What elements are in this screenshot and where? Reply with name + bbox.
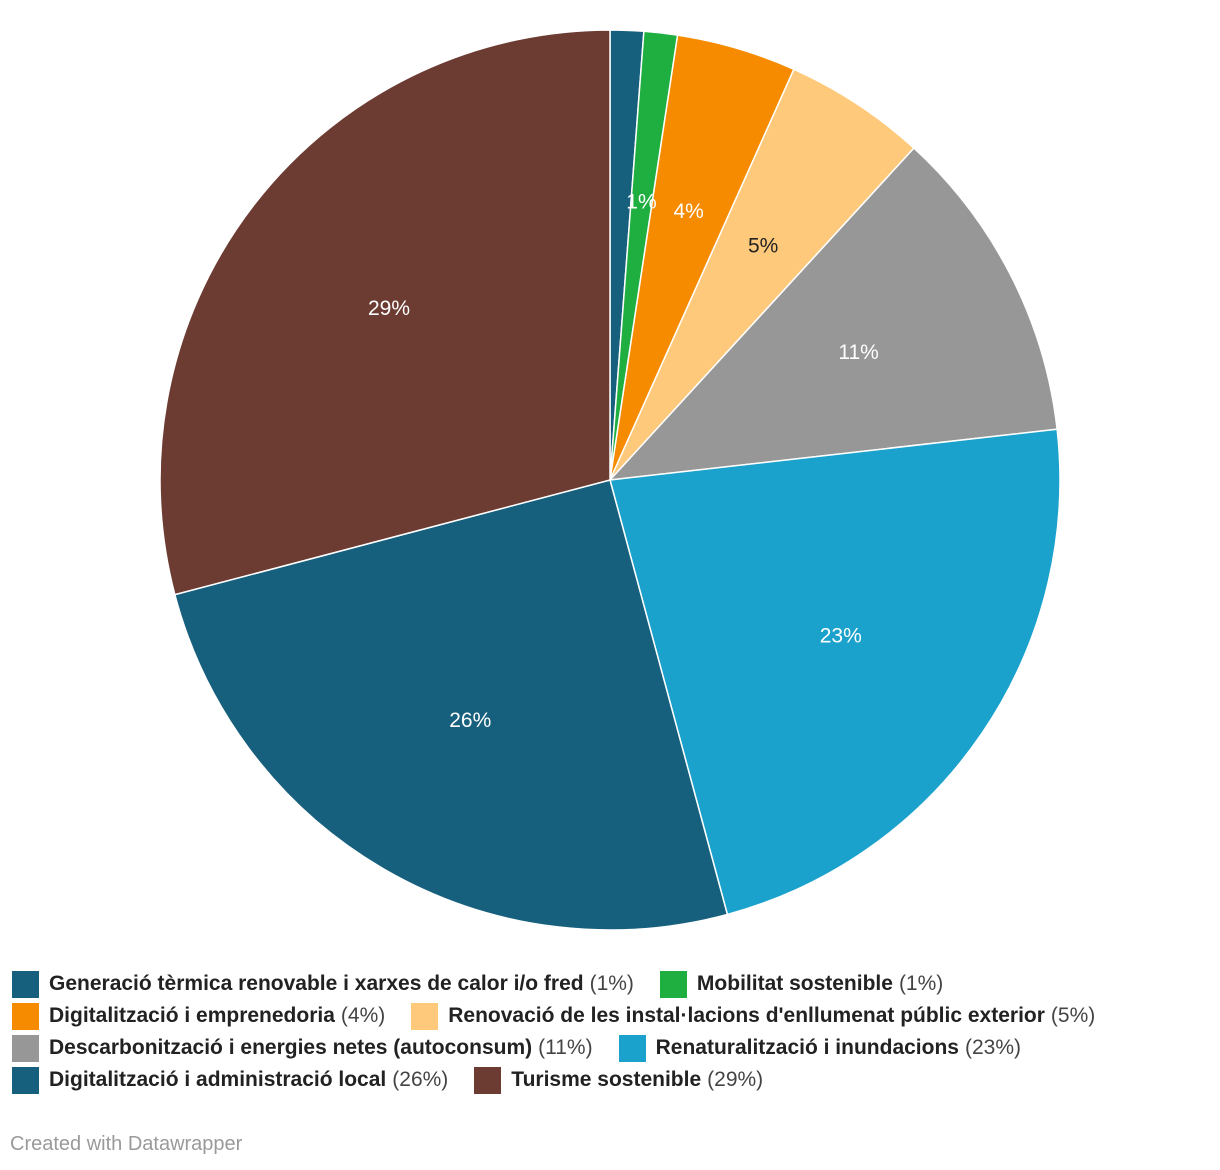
legend-label: Mobilitat sostenible [696, 972, 893, 995]
legend-item: Digitalització i administració local (26%… [12, 1066, 449, 1094]
legend-label: Generació tèrmica renovable i xarxes de … [49, 972, 584, 995]
legend-item: Generació tèrmica renovable i xarxes de … [12, 970, 634, 998]
pie-chart-svg: 1% 4% 5% 11% 23% 26% 29% [159, 29, 1061, 931]
legend-percentage: (11%) [538, 1036, 593, 1059]
pie-chart: 1% 4% 5% 11% 23% 26% 29% [159, 29, 1061, 931]
legend-swatch [474, 1066, 502, 1094]
legend-row: Digitalització i emprenedoria (4%) Renovac… [12, 1000, 1212, 1032]
legend-percentage: (1%) [898, 972, 944, 995]
legend-percentage: (29%) [707, 1068, 764, 1091]
datawrapper-credit: Created with Datawrapper [10, 1133, 243, 1155]
legend-label: Renaturalització i inundacions [655, 1036, 959, 1059]
legend-label: Turisme sostenible [511, 1068, 702, 1091]
legend-label: Digitalització i emprenedoria [49, 1004, 335, 1027]
legend-percentage: (23%) [964, 1036, 1022, 1059]
pie-label-6: 26% [449, 709, 491, 732]
legend: Generació tèrmica renovable i xarxes de … [12, 968, 1212, 1096]
pie-slice-7 [159, 29, 611, 596]
legend-label: Descarbonització i energies netes (autoc… [49, 1036, 533, 1059]
pie-label-3: 5% [748, 234, 778, 257]
pie-slice-4 [609, 147, 1058, 481]
legend-percentage: (1%) [589, 972, 634, 995]
legend-label: Renovació de les instal·lacions d'enllum… [448, 1004, 1045, 1027]
legend-row: Digitalització i administració local (26%… [12, 1064, 1212, 1096]
pie-label-4: 11% [838, 341, 878, 364]
pie-labels: 1% 4% 5% 11% 23% 26% 29% [368, 190, 879, 732]
legend-swatch [12, 970, 39, 998]
legend-item: Renovació de les instal·lacions d'enllum… [411, 1002, 1096, 1030]
pie-label-5: 23% [820, 624, 862, 647]
legend-item: Renaturalització i inundacions (23%) [618, 1034, 1022, 1062]
pie-slices [159, 29, 1061, 931]
pie-label-1: 1% [626, 190, 656, 213]
legend-percentage: (26%) [392, 1068, 449, 1091]
legend-row: Generació tèrmica renovable i xarxes de … [12, 968, 1212, 1000]
legend-swatch [12, 1066, 39, 1094]
legend-swatch [659, 970, 687, 998]
pie-slice-3 [609, 68, 915, 481]
pie-slice-5 [609, 428, 1061, 916]
legend-swatch [12, 1034, 39, 1062]
legend-percentage: (5%) [1050, 1004, 1096, 1027]
legend-label: Digitalització i administració local [49, 1068, 387, 1091]
legend-swatch [618, 1034, 646, 1062]
legend-item: Descarbonització i energies netes (autoc… [12, 1034, 593, 1062]
pie-label-2: 4% [674, 200, 704, 223]
legend-swatch [411, 1002, 439, 1030]
legend-percentage: (4%) [340, 1004, 386, 1027]
pie-slice-6 [174, 479, 729, 931]
legend-swatch [12, 1002, 39, 1030]
legend-item: Mobilitat sostenible (1%) [659, 970, 944, 998]
legend-row: Descarbonització i energies netes (autoc… [12, 1032, 1212, 1064]
legend-item: Digitalització i emprenedoria (4%) [12, 1002, 386, 1030]
pie-label-7: 29% [368, 297, 410, 320]
legend-item: Turisme sostenible (29%) [474, 1066, 764, 1094]
